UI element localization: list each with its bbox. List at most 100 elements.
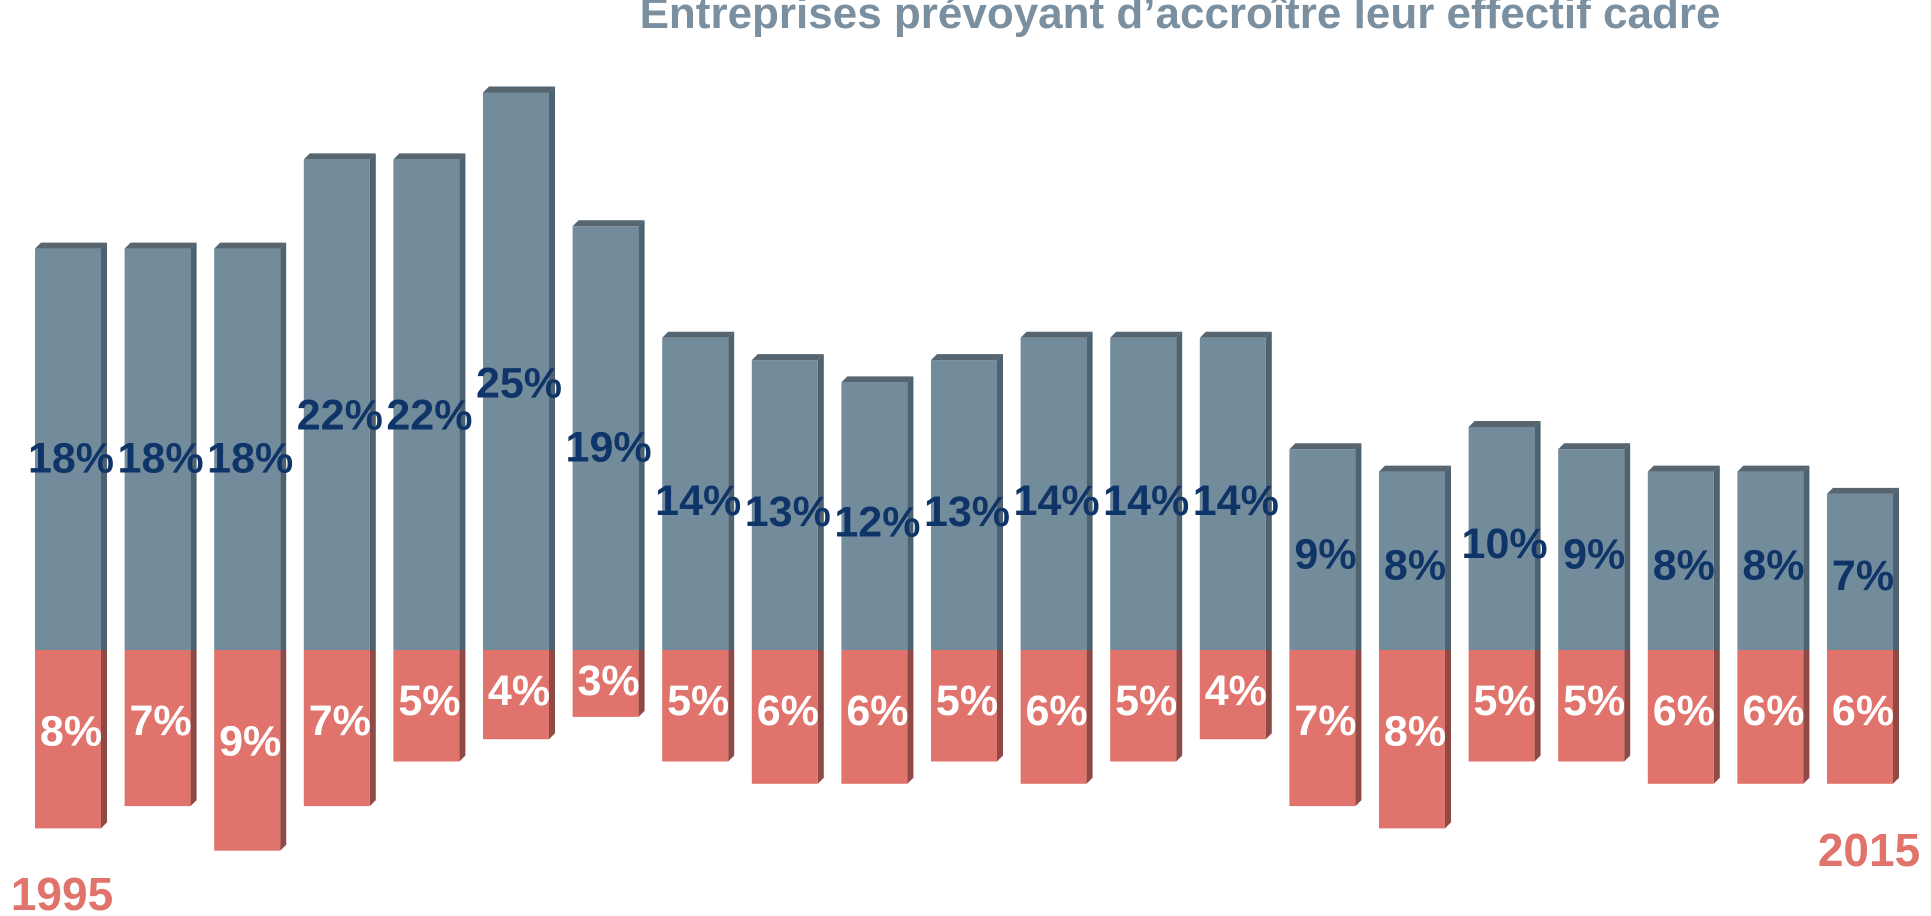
bar-side-down (1176, 650, 1183, 762)
bar-up (841, 382, 908, 650)
bar-side-down (1086, 650, 1093, 784)
end-year-label: 2015 (1818, 824, 1920, 876)
bar-top (931, 354, 1003, 361)
bar-down (662, 650, 729, 762)
bar-down (1737, 650, 1804, 784)
data-label-down: 5% (398, 677, 460, 725)
bar-top (1199, 331, 1272, 338)
bar-top (1737, 465, 1810, 472)
bar-side-down (1534, 650, 1541, 762)
bar-top (1379, 465, 1451, 472)
bar-side-up (1086, 331, 1093, 650)
bar-top (1289, 443, 1362, 450)
bar-down (1110, 650, 1177, 762)
bar-top (1647, 465, 1720, 472)
data-label-up: 14% (1014, 477, 1100, 525)
data-label-up: 9% (1294, 531, 1356, 579)
labels-group: 18% 8% 18% 7% 18% 9% 22% 7% 22% 5% 25% 4% 19% 3% 14% 5%… (28, 359, 1894, 765)
bar-top (1827, 487, 1899, 494)
bar-top (662, 331, 735, 338)
bar-up (1379, 471, 1445, 650)
data-label-up: 19% (566, 424, 652, 472)
bar-side-down (190, 650, 197, 807)
data-label-up: 22% (386, 392, 472, 440)
data-label-up: 14% (1103, 477, 1189, 525)
bar-side-down (549, 650, 555, 740)
bars-group (35, 86, 1899, 851)
bar-top (751, 354, 824, 361)
bar-side-down (907, 650, 914, 784)
bar-side-up (728, 331, 735, 650)
bar-up (1110, 337, 1177, 650)
bar-side-up (190, 242, 197, 650)
bar-side-down (1265, 650, 1272, 740)
bar-down (303, 650, 370, 807)
bar-down (751, 650, 818, 784)
bar-down (841, 650, 908, 784)
bar-side-up (638, 220, 645, 651)
bar-down (1020, 650, 1087, 784)
bar-side-down (1893, 650, 1899, 784)
bar-side-down (997, 650, 1003, 762)
bar-up (1647, 471, 1714, 650)
data-label-down: 6% (1742, 687, 1804, 735)
bar-up (303, 159, 370, 650)
bar-side-down (1355, 650, 1362, 807)
bar-side-down (369, 650, 376, 807)
bar-side-up (1893, 487, 1899, 650)
data-label-up: 9% (1563, 531, 1625, 579)
bar-side-down (638, 650, 645, 717)
bar-side-up (817, 354, 824, 650)
bar-up (1737, 471, 1804, 650)
data-label-down: 6% (1026, 687, 1088, 735)
data-label-up: 14% (1193, 477, 1279, 525)
bar-side-up (459, 153, 466, 650)
bar-down (483, 650, 549, 740)
bar-up (751, 360, 818, 650)
bar-side-up (369, 153, 376, 650)
data-label-up: 22% (297, 392, 383, 440)
data-label-down: 6% (846, 687, 908, 735)
bar-up (931, 360, 997, 650)
data-label-down: 6% (1832, 687, 1894, 735)
data-label-up: 8% (1653, 541, 1715, 589)
bar-up (1558, 449, 1625, 650)
data-label-down: 6% (757, 687, 819, 735)
data-label-down: 8% (1384, 707, 1446, 755)
data-label-down: 5% (936, 677, 998, 725)
bar-side-up (1713, 465, 1720, 650)
data-label-up: 7% (1832, 552, 1894, 600)
bar-side-up (1803, 465, 1810, 650)
data-label-down: 5% (1563, 677, 1625, 725)
bar-side-down (1803, 650, 1810, 784)
data-label-down: 5% (1474, 677, 1536, 725)
data-label-down: 6% (1653, 687, 1715, 735)
bar-up (1289, 449, 1356, 650)
data-label-down: 5% (667, 677, 729, 725)
bar-side-down (817, 650, 824, 784)
data-label-up: 18% (207, 434, 293, 482)
bar-side-up (280, 242, 287, 650)
data-label-down: 8% (40, 707, 102, 755)
bar-down (35, 650, 101, 829)
bar-up (393, 159, 460, 650)
bar-side-up (1265, 331, 1272, 650)
bar-side-down (459, 650, 466, 762)
bar-top (1110, 331, 1183, 338)
bar-side-up (1534, 421, 1541, 650)
data-label-down: 4% (1205, 667, 1267, 715)
data-label-up: 25% (476, 359, 562, 407)
bar-up (214, 248, 281, 650)
data-label-up: 14% (655, 477, 741, 525)
bar-up (662, 337, 729, 650)
bar-down (572, 650, 639, 717)
bar-side-up (1355, 443, 1362, 650)
bar-up (1199, 337, 1266, 650)
bar-down (214, 650, 281, 851)
data-label-up: 8% (1384, 541, 1446, 589)
data-label-up: 13% (924, 488, 1010, 536)
bar-down (393, 650, 460, 762)
bar-top (35, 242, 107, 249)
data-label-down: 7% (309, 697, 371, 745)
